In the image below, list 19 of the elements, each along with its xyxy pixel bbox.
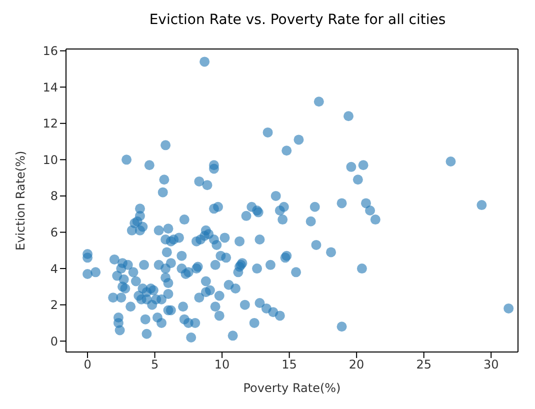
y-tick-label: 0 <box>50 334 58 348</box>
x-tick-label: 10 <box>214 358 230 372</box>
y-tick-label: 14 <box>42 80 58 94</box>
x-tick-label: 5 <box>150 358 159 372</box>
x-tick-label: 30 <box>483 358 499 372</box>
y-tick-label: 10 <box>42 152 58 167</box>
x-tick-label: 0 <box>84 358 92 372</box>
y-tick-label: 2 <box>50 298 58 312</box>
x-tick-label: 25 <box>416 358 432 372</box>
x-tick-label: 20 <box>348 358 364 372</box>
y-tick-label: 12 <box>42 116 58 131</box>
x-axis-title: Poverty Rate(%) <box>243 381 341 395</box>
y-tick-label: 4 <box>50 262 58 276</box>
y-tick-label: 8 <box>50 189 58 204</box>
y-tick-label: 16 <box>42 44 58 58</box>
x-tick-label: 15 <box>282 358 297 372</box>
y-tick-label: 6 <box>50 226 58 240</box>
y-axis-title: Eviction Rate(%) <box>13 150 28 250</box>
chart-title: Eviction Rate vs. Poverty Rate for all cities <box>148 11 447 30</box>
